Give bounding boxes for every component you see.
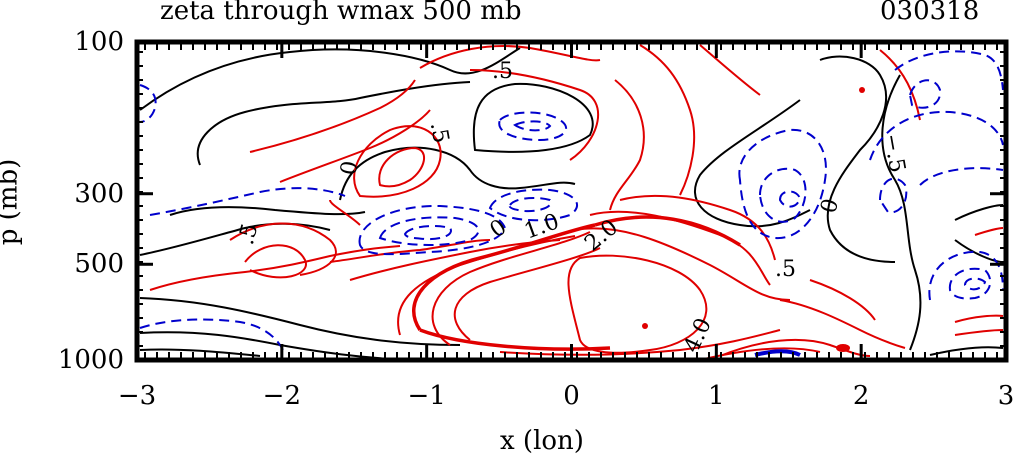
contour-label: .5 [775,257,796,282]
plot-frame [134,39,1009,363]
x-tick-label: 0 [563,381,580,411]
x-tick-label: 1 [708,381,725,411]
contour-label: .5 [492,59,513,84]
y-axis-label: p (mb) [0,158,24,246]
x-tick-label: 2 [852,381,870,411]
x-tick-label: 3 [997,381,1015,411]
chart-title: zeta through wmax 500 mb [160,0,522,26]
negative-contours [139,50,1004,356]
positive-contours [149,44,1004,361]
x-tick-label: −2 [262,381,301,411]
major-ticks [135,40,1008,362]
zero-contours [139,47,1004,361]
contour-label: 0 [336,159,363,177]
contour-label: 0 [816,196,844,216]
x-tick-label: −3 [117,381,157,411]
y-tick-label: 100 [74,27,124,57]
minor-ticks [137,42,1006,360]
y-tick-label: 300 [74,178,124,209]
contour-field [139,44,1004,361]
date-label: 030318 [880,0,980,26]
y-tick-label: 1000 [57,345,124,375]
y-tick-label: 500 [74,249,124,280]
contour-label: −.5 [878,132,909,175]
contour-label: 0 [486,215,512,244]
contour-label: .5 [425,120,453,145]
x-axis-label: x (lon) [500,426,584,456]
x-tick-label: −1 [407,381,446,411]
